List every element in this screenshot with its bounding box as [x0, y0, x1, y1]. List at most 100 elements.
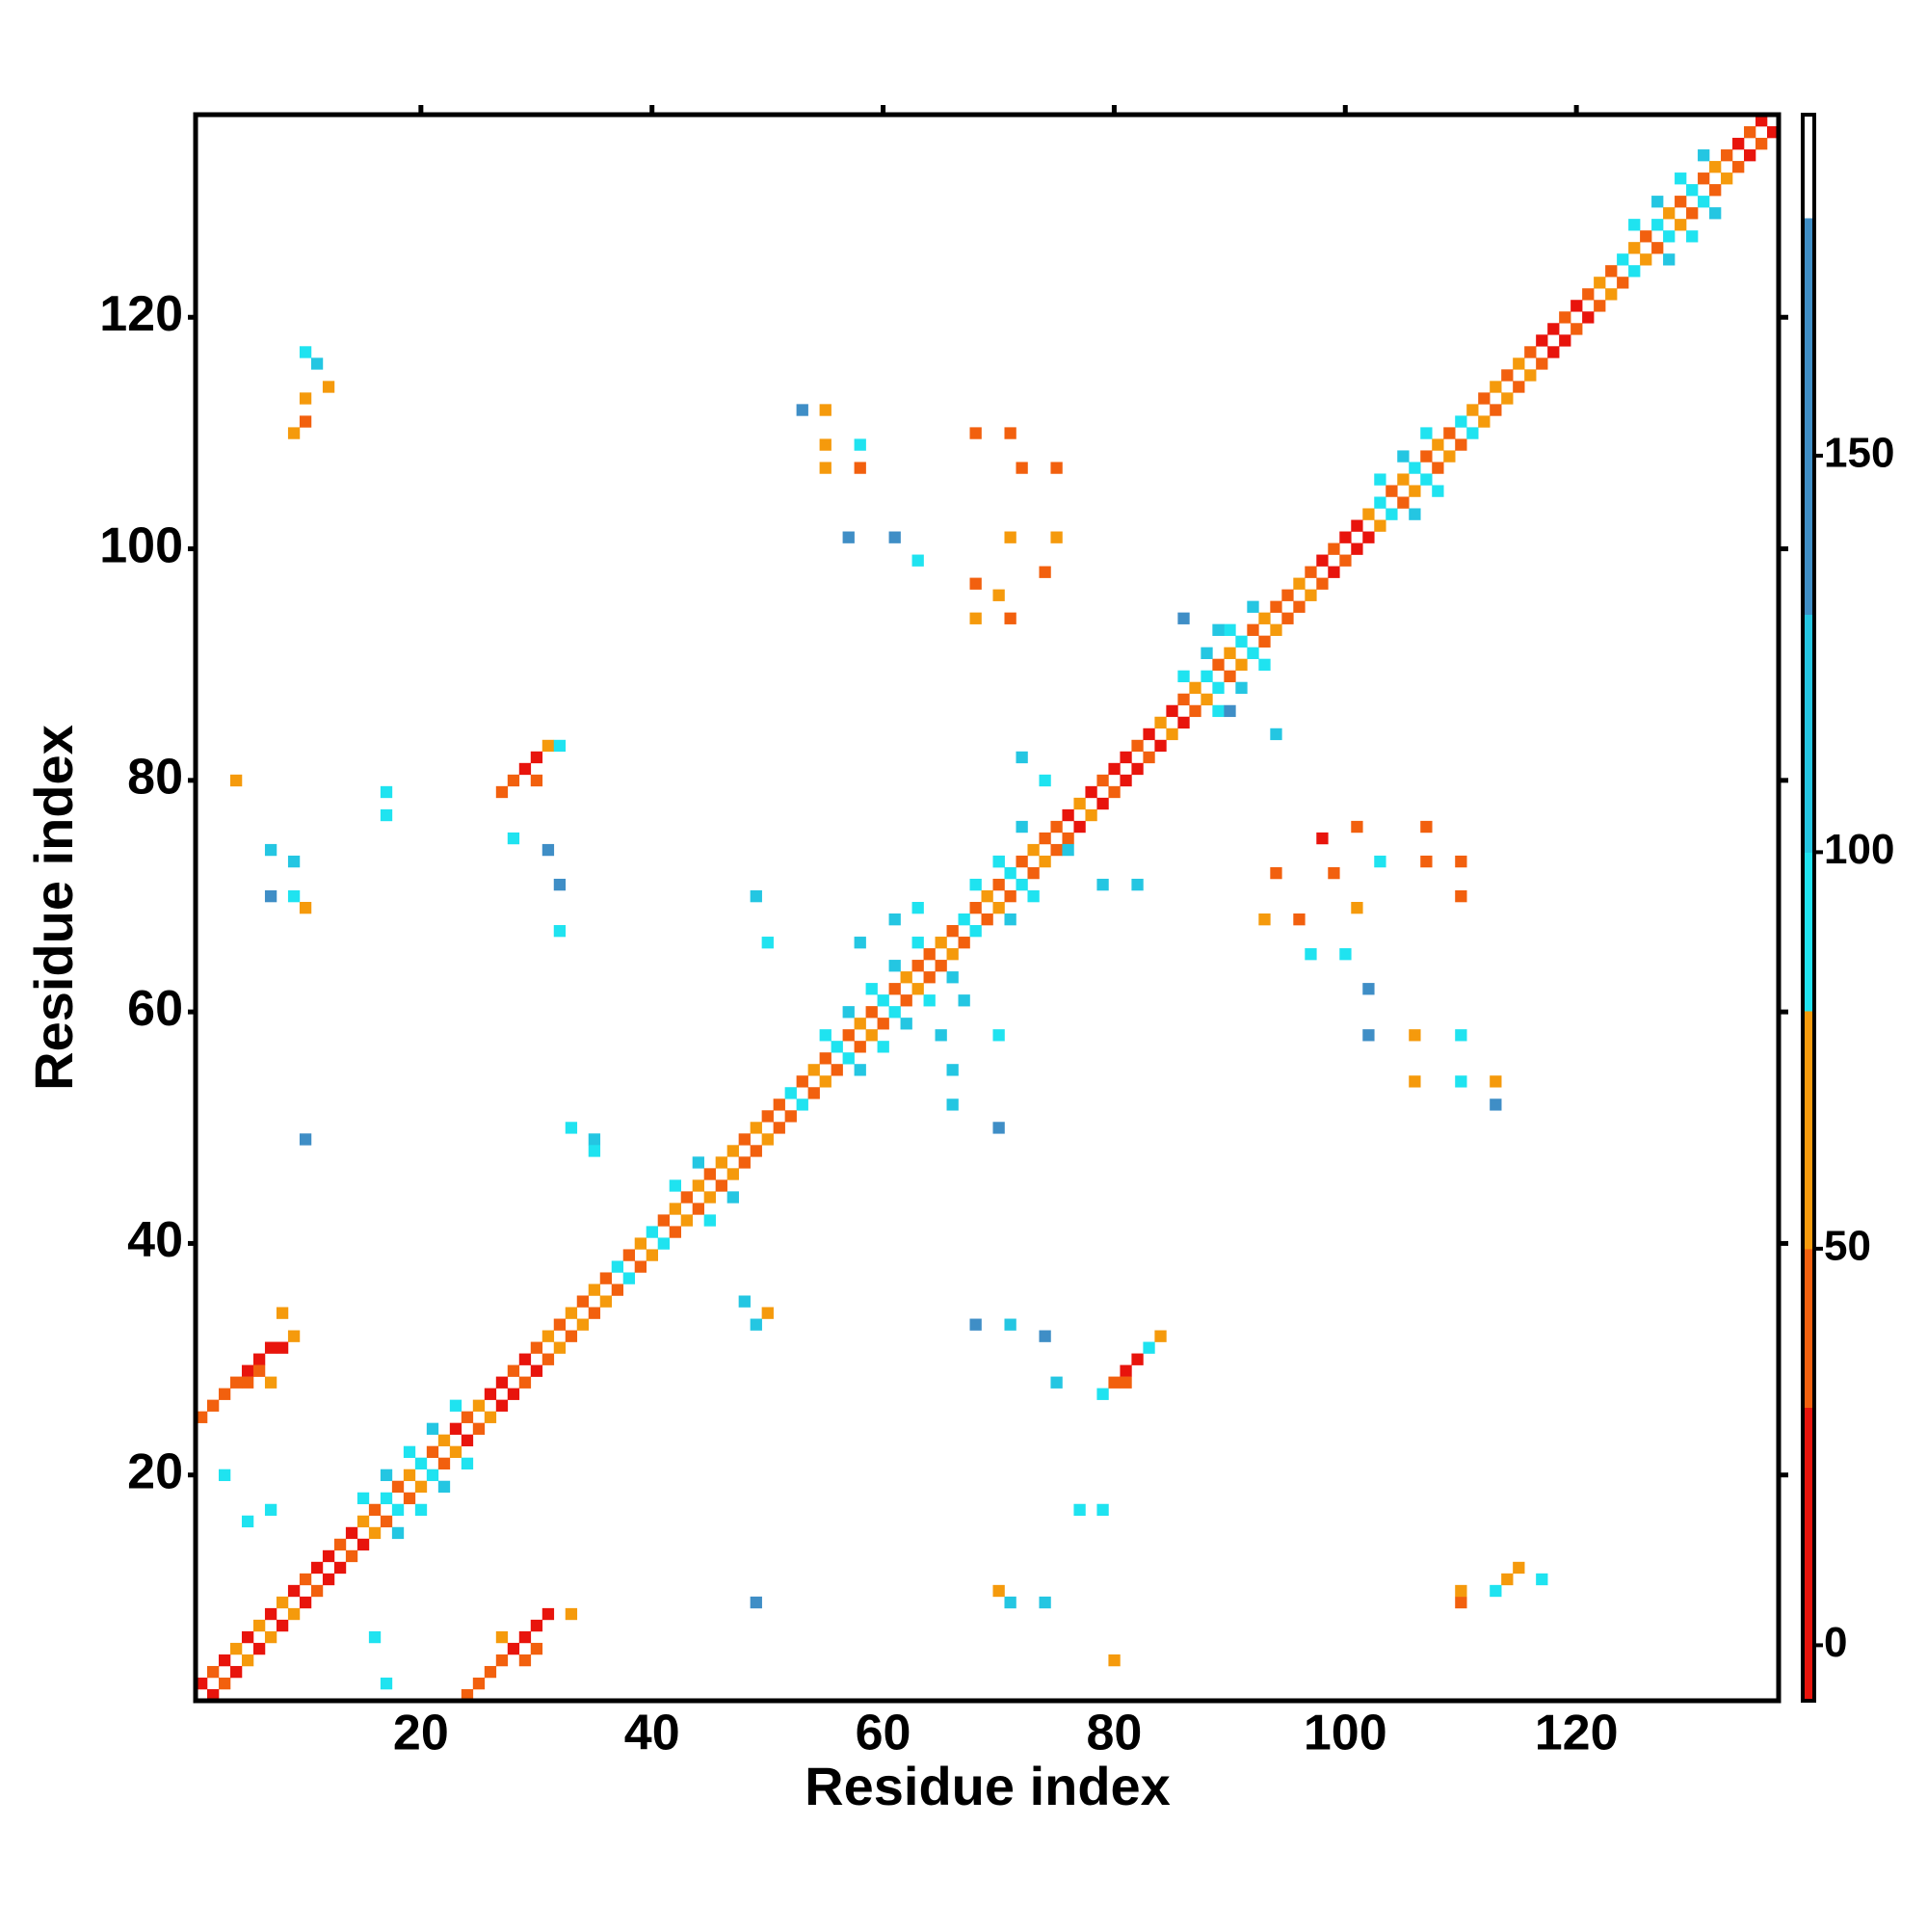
heatmap-cell [611, 1260, 624, 1273]
heatmap-cell [461, 1434, 474, 1446]
heatmap-cell [461, 1457, 474, 1470]
heatmap-cell [1050, 843, 1063, 857]
heatmap-cell [356, 1492, 370, 1505]
heatmap-cell [1628, 219, 1641, 231]
heatmap-cell [958, 913, 970, 926]
heatmap-cell [299, 392, 312, 405]
heatmap-cell [1709, 207, 1722, 220]
heatmap-cell [923, 948, 936, 961]
heatmap-cell [1004, 612, 1016, 624]
heatmap-cell [426, 1469, 439, 1482]
heatmap-cell [530, 774, 543, 787]
heatmap-cell [299, 901, 312, 914]
heatmap-cell [380, 1677, 393, 1690]
heatmap-cell [680, 1191, 693, 1204]
heatmap-cell [1235, 635, 1248, 648]
heatmap-cell [1443, 427, 1456, 439]
heatmap-cell [1571, 300, 1583, 312]
heatmap-cell [1432, 485, 1444, 497]
heatmap-cell [299, 1573, 312, 1586]
heatmap-cell [946, 1064, 959, 1076]
heatmap-cell [1686, 184, 1699, 197]
heatmap-cell [1547, 323, 1560, 335]
heatmap-cell [1663, 253, 1676, 266]
heatmap-cell [1224, 647, 1236, 659]
heatmap-cell [1027, 889, 1040, 903]
heatmap-cell [1039, 832, 1051, 845]
heatmap-cell [1675, 219, 1687, 231]
heatmap-cell [622, 1249, 636, 1261]
heatmap-cell [831, 1041, 843, 1053]
heatmap-cell [1651, 242, 1664, 254]
heatmap-cell [819, 404, 832, 416]
heatmap-cell [692, 1179, 704, 1192]
heatmap-cell [865, 1029, 878, 1042]
heatmap-cell [819, 1075, 832, 1088]
heatmap-cell [1698, 172, 1710, 185]
heatmap-cell [276, 1307, 289, 1319]
heatmap-cell [1004, 1596, 1016, 1609]
colorbar-segment [1803, 1248, 1814, 1408]
heatmap-cell [380, 1515, 393, 1528]
heatmap-cell [1027, 843, 1040, 857]
heatmap-cell [1675, 196, 1687, 208]
heatmap-cell [414, 1457, 428, 1470]
heatmap-cell [1351, 901, 1363, 914]
heatmap-cell [1096, 774, 1109, 787]
heatmap-cell [541, 1607, 555, 1621]
heatmap-cell [264, 1630, 277, 1644]
heatmap-cell [553, 1341, 567, 1354]
heatmap-cell [1420, 450, 1433, 463]
heatmap-cell [565, 1607, 578, 1621]
heatmap-cell [773, 1122, 785, 1134]
heatmap-cell [322, 1573, 335, 1586]
heatmap-cell [287, 1330, 301, 1342]
heatmap-cell [1108, 1654, 1121, 1667]
heatmap-cell [391, 1480, 405, 1494]
heatmap-cell [1605, 288, 1618, 301]
heatmap-cell [1120, 1376, 1132, 1389]
heatmap-cell [1339, 554, 1352, 567]
heatmap-cell [437, 1480, 451, 1494]
heatmap-cell [322, 1549, 335, 1563]
heatmap-cell [1281, 589, 1294, 601]
heatmap-cell [1409, 508, 1421, 520]
heatmap-cell [680, 1214, 693, 1227]
heatmap-cell [1316, 577, 1329, 590]
heatmap-cell [703, 1168, 716, 1180]
heatmap-cell [1212, 681, 1225, 695]
heatmap-cell [541, 1353, 555, 1365]
heatmap-cell [1166, 728, 1178, 741]
heatmap-cell [426, 1422, 439, 1435]
heatmap-cell [1004, 913, 1016, 926]
heatmap-cell [449, 1445, 462, 1458]
heatmap-cell [472, 1422, 486, 1435]
heatmap-cell [877, 994, 889, 1007]
heatmap-cell [935, 937, 947, 949]
heatmap-cell [368, 1630, 382, 1644]
heatmap-cell [287, 1584, 301, 1598]
heatmap-cell [796, 1098, 808, 1111]
heatmap-cell [507, 774, 520, 787]
heatmap-cell [1258, 658, 1271, 672]
heatmap-cell [1004, 889, 1016, 903]
heatmap-cell [865, 983, 878, 995]
heatmap-cell [287, 889, 301, 903]
heatmap-cell [414, 1480, 428, 1494]
heatmap-cell [1698, 149, 1710, 162]
heatmap-cell [472, 1399, 486, 1412]
heatmap-cell [1432, 462, 1444, 474]
heatmap-cell [969, 878, 982, 891]
heatmap-cell [935, 960, 947, 972]
heatmap-cell [414, 1503, 428, 1517]
heatmap-cell [599, 1272, 613, 1284]
heatmap-cell [1767, 126, 1780, 139]
heatmap-cell [495, 785, 509, 799]
heatmap-cell [1258, 612, 1271, 624]
heatmap-cell [761, 1307, 774, 1319]
heatmap-cell [1212, 658, 1225, 672]
heatmap-cell [1039, 774, 1051, 787]
heatmap-cell [726, 1168, 739, 1180]
heatmap-cell [1131, 1353, 1144, 1365]
